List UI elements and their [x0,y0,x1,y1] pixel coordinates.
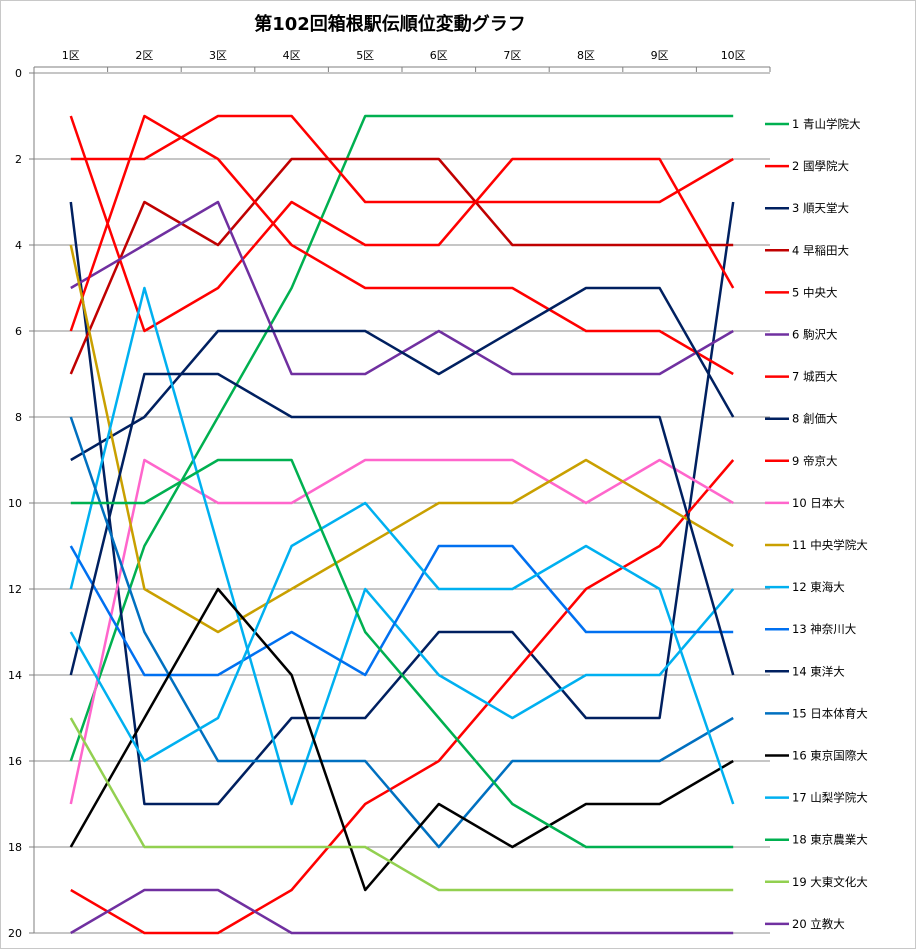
x-tick-label: 6区 [430,49,448,62]
y-tick-label: 6 [15,325,22,338]
x-tick-label: 4区 [283,49,301,62]
series-line [69,372,735,676]
series-lines [69,114,735,935]
series-line [70,459,735,935]
legend-label: 19 大東文化大 [792,875,868,889]
series-line [69,286,735,806]
y-tick-label: 20 [8,927,22,940]
series-line [69,717,734,892]
legend-label: 10 日本大 [792,496,845,510]
y-tick-label: 4 [15,239,22,252]
x-tick-label: 5区 [356,49,374,62]
legend-label: 16 東京国際大 [792,749,868,763]
legend-label: 20 立教大 [792,917,845,931]
legend-label: 8 創価大 [792,412,838,426]
axes: 0 2 4 6 8 10 12 14 16 18 20 1区 2区 3区 4区 5区 6区 7区 8区 9区 10区 [8,49,771,940]
legend-label: 18 東京農業大 [792,833,868,847]
legend-label: 13 神奈川大 [792,622,857,636]
y-tick-label: 18 [8,841,22,854]
legend-label: 14 東洋大 [792,664,845,678]
series-line [69,157,734,375]
legend-label: 11 中央学院大 [792,538,868,552]
x-tick-label: 1区 [62,49,80,62]
y-tick-label: 2 [15,153,22,166]
legend-label: 1 青山学院大 [792,117,861,131]
legend-label: 2 國學院大 [792,159,849,173]
legend-label: 4 早稲田大 [792,243,849,257]
series-line [69,114,734,376]
legend-label: 5 中央大 [792,285,838,299]
legend: 1 青山学院大 2 國學院大 3 順天堂大 4 早稲田大 5 中央大 6 駒沢大 7 城西大… [765,117,868,931]
series-line [69,416,734,849]
x-tick-label: 9区 [651,49,669,62]
series-line [70,458,734,849]
legend-label: 6 駒沢大 [792,328,838,342]
y-tick-label: 12 [8,583,22,596]
x-tick-label: 8区 [577,49,595,62]
legend-label: 17 山梨学院大 [792,791,868,805]
y-tick-label: 10 [8,497,22,510]
series-line [69,114,734,762]
y-tick-label: 16 [8,755,22,768]
legend-label: 3 順天堂大 [792,201,849,215]
x-tick-label: 3区 [209,49,227,62]
legend-label: 7 城西大 [792,370,838,384]
y-tick-label: 14 [8,669,22,682]
series-line [70,888,734,935]
series-line [69,244,734,634]
chart-title: 第102回箱根駅伝順位変動グラフ [254,14,526,35]
x-tick-label: 10区 [721,49,746,62]
legend-label: 15 日本体育大 [792,706,868,720]
legend-label: 9 帝京大 [792,454,838,468]
series-line [69,115,735,333]
x-tick-label: 2区 [135,49,153,62]
y-tick-label: 8 [15,411,22,424]
series-line [69,544,734,677]
legend-label: 12 東海大 [792,580,845,594]
x-tick-label: 7区 [503,49,521,62]
series-line [69,587,734,892]
series-line [69,501,735,805]
y-tick-label: 0 [15,67,22,80]
